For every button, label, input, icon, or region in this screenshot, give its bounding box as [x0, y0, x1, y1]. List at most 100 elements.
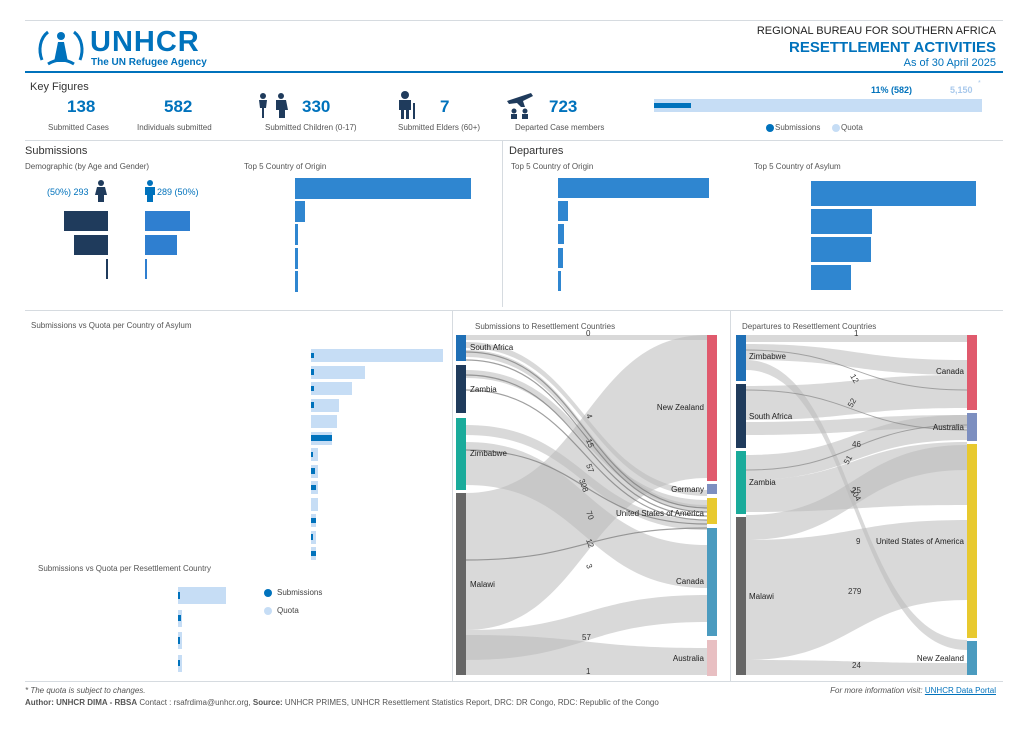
sankey-source-label: Zambia [749, 478, 776, 487]
legend-submissions-dot [766, 124, 774, 132]
sankey-source-label: South Africa [470, 343, 514, 352]
sankey-target-label: Australia [673, 654, 705, 663]
male-bar [145, 259, 147, 279]
quota-progress-track [654, 99, 982, 112]
submitted-cases-label: Submitted Cases [48, 123, 109, 132]
quota-bar [311, 415, 338, 428]
source-label: Source: [252, 698, 283, 707]
sankey-node-zambia [736, 451, 746, 514]
dep-origin-title: Top 5 Country of Origin [511, 162, 594, 171]
org-name: UNHCR [90, 26, 200, 58]
sankey-flow-label: 57 [584, 463, 596, 475]
sankey-flow-label: 1 [586, 667, 591, 676]
submission-bar [311, 402, 314, 408]
bar [558, 247, 563, 268]
as-of-date: As of 30 April 2025 [903, 57, 996, 69]
sankey-flow-label: 57 [582, 633, 591, 642]
submission-bar [311, 517, 317, 524]
submission-bar [311, 369, 314, 375]
legend-submissions-label: Submissions [277, 588, 323, 597]
sankey-target-label: New Zealand [657, 403, 704, 412]
divider [25, 310, 1003, 311]
sankey-target-label: Canada [676, 577, 705, 586]
source: UNHCR PRIMES, UNHCR Resettlement Statist… [284, 698, 659, 707]
quota-progress-fill [654, 103, 692, 108]
sankey-flow-label: 12 [584, 538, 596, 550]
sankey-target-label: New Zealand [917, 654, 964, 663]
vertical-divider [452, 311, 453, 681]
female-total: (50%) 293 [47, 187, 89, 197]
legend-quota-label: Quota [841, 123, 863, 132]
sankey-node-usa [967, 444, 977, 638]
sankey-target-label: United States of America [616, 509, 705, 518]
elders-value: 7 [440, 97, 450, 116]
departed-label: Departed Case members [515, 123, 605, 132]
bar [558, 178, 709, 198]
sankey-flow-label: 3 [584, 563, 594, 571]
submission-bar [311, 435, 333, 441]
sankey-node-germany [707, 484, 717, 494]
male-total: 289 (50%) [157, 187, 199, 197]
bar [558, 270, 561, 291]
sankey-flow-label: 70 [584, 510, 596, 522]
sankey-node-south-africa [736, 384, 746, 448]
submitted-cases-value: 138 [67, 97, 96, 116]
legend-quota-dot [832, 124, 840, 132]
quota-bar [311, 349, 443, 362]
sankey-flow-label: 46 [852, 440, 861, 449]
vertical-divider [502, 141, 503, 307]
bar [558, 201, 569, 222]
submission-bar [311, 468, 315, 474]
quota-asterisk: * [978, 80, 981, 87]
top-rule [25, 20, 1003, 21]
quota-bar [311, 398, 339, 412]
submission-bar [311, 352, 314, 359]
legend-quota-label: Quota [277, 606, 299, 615]
data-portal-link[interactable]: UNHCR Data Portal [924, 686, 996, 695]
individuals-label: Individuals submitted [137, 123, 212, 132]
legend-submissions-label: Submissions [775, 123, 821, 132]
progress-percent-label: 11% (582) [871, 85, 913, 95]
sankey-node-zimbabwe [456, 418, 466, 490]
departures-title: Departures [509, 145, 564, 157]
bar [811, 265, 851, 290]
bar [811, 209, 872, 234]
quota-bar [311, 497, 318, 511]
sankey-node-australia [967, 413, 977, 441]
bar [811, 237, 871, 262]
departure-plane-icon [505, 89, 535, 119]
sankey-flow-label: 279 [848, 587, 862, 596]
sankey-node-south-africa [456, 335, 466, 361]
sankey-flow-label: 24 [852, 661, 861, 670]
sankey-flow-label: 9 [856, 537, 861, 546]
legend-quota-dot [264, 607, 272, 615]
female-bar [64, 211, 108, 231]
children-icon [255, 93, 291, 119]
female-bar [106, 259, 108, 279]
bar [295, 178, 471, 199]
children-value: 330 [302, 97, 331, 116]
submissions-title: Submissions [25, 145, 88, 157]
quota-total-label: 5,150 [950, 85, 973, 95]
sankey-target-label: Germany [671, 485, 704, 494]
female-bar [74, 235, 108, 255]
header-rule [25, 71, 1003, 73]
divider [25, 681, 1003, 682]
sankey-node-new-zealand [967, 641, 977, 675]
dep-asylum-title: Top 5 Country of Asylum [754, 162, 841, 171]
bar [295, 201, 305, 223]
individuals-value: 582 [164, 97, 193, 116]
submission-bar [311, 484, 317, 491]
bar [558, 224, 564, 245]
male-bar [145, 235, 178, 255]
contact: Contact : rsafrdima@unhcr.org, [139, 698, 251, 707]
footer-credits: Author: UNHCR DIMA - RBSA Contact : rsaf… [25, 698, 659, 707]
sankey-node-zimbabwe [736, 335, 746, 381]
quota-country-title: Submissions vs Quota per Resettlement Co… [38, 564, 211, 573]
female-icon [95, 180, 107, 207]
submission-bar [178, 637, 180, 644]
sankey-flow-label: 308 [577, 478, 590, 494]
laurel-people-icon [38, 30, 84, 66]
sankey-node-zambia [456, 365, 466, 413]
elder-icon [395, 91, 419, 119]
